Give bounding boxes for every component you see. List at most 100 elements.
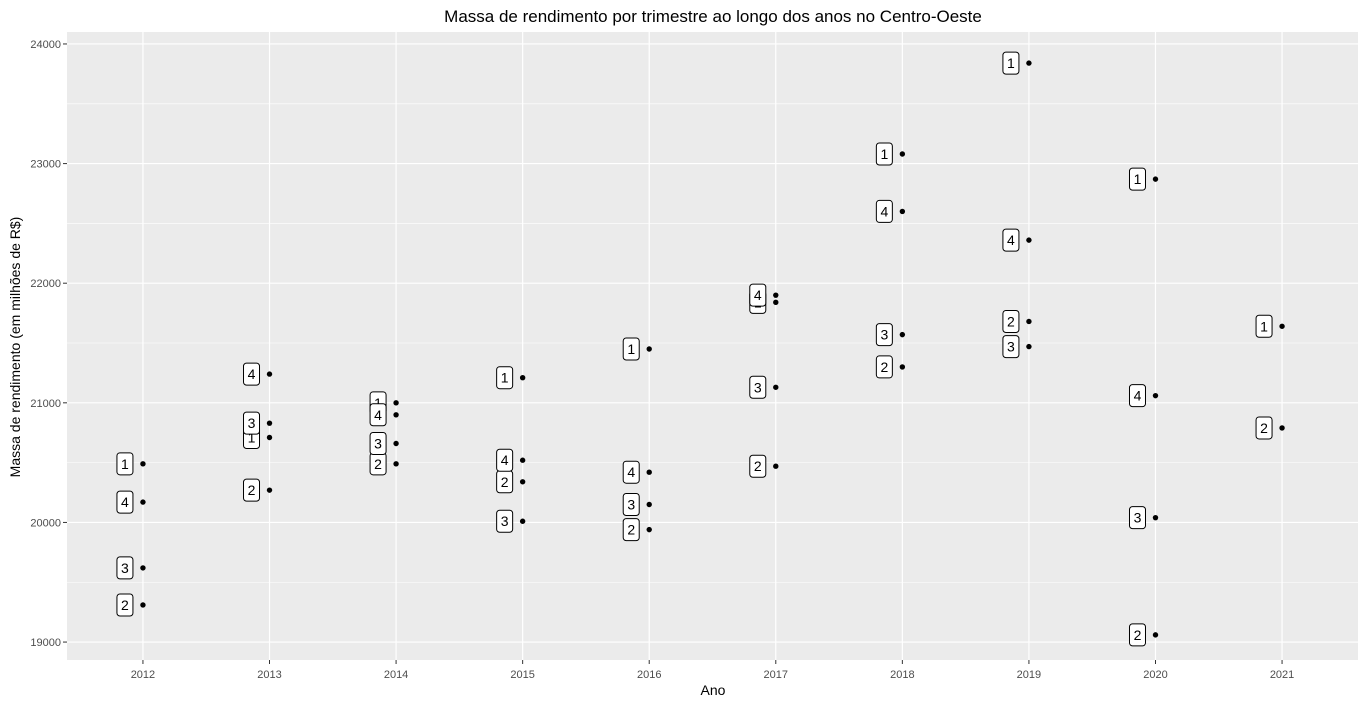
point-label-text: 1 (1007, 55, 1015, 71)
point-label-box (622, 492, 640, 516)
data-point (140, 565, 146, 571)
point-label-text: 1 (501, 370, 509, 386)
y-tick-label: 20000 (30, 517, 61, 529)
data-point (393, 400, 399, 406)
point-label-text: 2 (1260, 420, 1268, 436)
point-label-text: 4 (248, 366, 256, 382)
x-tick-label: 2019 (1017, 669, 1041, 681)
point-label-text: 2 (627, 522, 635, 538)
point-label: 4 (622, 460, 640, 484)
point-label: 1 (1128, 167, 1146, 191)
point-label: 1 (622, 337, 640, 361)
data-point (519, 457, 526, 463)
data-point (519, 479, 526, 485)
data-point (646, 526, 652, 533)
point-label: 3 (622, 492, 640, 516)
data-point (266, 371, 273, 377)
point-label-text: 4 (1007, 232, 1015, 248)
point-label-text: 2 (501, 474, 509, 490)
data-point (1026, 318, 1032, 325)
point-label-text: 2 (1134, 627, 1142, 643)
point-label: 2 (369, 452, 387, 476)
point-label-box (243, 411, 261, 435)
data-point (899, 331, 906, 338)
x-tick-label: 2015 (510, 669, 534, 681)
point-label-text: 4 (880, 203, 888, 219)
point-label-box (1128, 167, 1146, 191)
data-point (1279, 425, 1285, 431)
point-label-text: 1 (1134, 171, 1142, 187)
point-label: 1 (1255, 314, 1273, 338)
point-label-text: 3 (374, 435, 382, 451)
x-tick-label: 2018 (890, 669, 914, 681)
point-label-box (875, 142, 893, 166)
point-label: 3 (496, 509, 514, 533)
point-label-box (1255, 416, 1273, 440)
point-label-text: 3 (880, 327, 888, 343)
point-label-box (369, 403, 387, 427)
point-label-box (1128, 506, 1146, 530)
point-label-box (622, 337, 640, 361)
point-label: 2 (496, 470, 514, 494)
point-label: 4 (749, 283, 767, 307)
point-label-box (1002, 51, 1020, 75)
x-axis: 2012 2013 2014 2015 2016 2017 2018 2019 2020 2021 (131, 660, 1294, 681)
data-point (1152, 632, 1159, 638)
y-tick-label: 22000 (30, 278, 61, 290)
x-tick-label: 2016 (637, 669, 661, 681)
point-label: 2 (1255, 416, 1273, 440)
x-tick-label: 2014 (384, 669, 408, 681)
y-tick-label: 24000 (30, 39, 61, 51)
point-label-text: 4 (1134, 388, 1142, 404)
y-tick-label: 19000 (30, 637, 61, 649)
point-label-text: 4 (754, 287, 762, 303)
point-label: 4 (369, 403, 387, 427)
point-label: 2 (749, 454, 767, 478)
data-point (140, 602, 146, 608)
point-label: 3 (875, 323, 893, 347)
data-point (393, 440, 399, 447)
point-label-text: 3 (1134, 510, 1142, 526)
data-point (1152, 176, 1159, 182)
point-label-box (496, 366, 514, 390)
point-label-box (243, 362, 261, 386)
point-label-box (1255, 314, 1273, 338)
x-tick-label: 2020 (1143, 669, 1167, 681)
point-label: 1 (496, 366, 514, 390)
point-label: 1 (116, 452, 134, 476)
point-label-text: 3 (501, 513, 509, 529)
point-label-text: 4 (374, 407, 382, 423)
point-label-text: 1 (374, 395, 382, 411)
minor-gridlines (67, 103, 1358, 583)
point-label-text: 2 (248, 482, 256, 498)
chart-title: Massa de rendimento por trimestre ao lon… (444, 7, 982, 26)
data-point (266, 487, 273, 493)
data-point (773, 292, 779, 298)
point-label-text: 2 (121, 597, 129, 613)
point-label-text: 1 (248, 430, 256, 446)
point-label-box (243, 478, 261, 502)
point-label: 2 (1002, 309, 1020, 333)
data-point (646, 501, 652, 508)
point-label-box (496, 448, 514, 472)
point-label-box (875, 355, 893, 379)
data-point (646, 346, 652, 352)
y-axis-title: Massa de rendimento (em milhões de R$) (7, 217, 23, 478)
point-label: 4 (496, 448, 514, 472)
point-label-text: 3 (248, 415, 256, 431)
data-point (266, 420, 273, 426)
data-point (1152, 514, 1159, 521)
data-point (1026, 343, 1032, 350)
point-label-box (1128, 384, 1146, 408)
data-point (1279, 323, 1285, 329)
point-label-box (1002, 335, 1020, 359)
data-point (773, 384, 779, 390)
data-point (140, 461, 146, 467)
point-label-text: 1 (121, 456, 129, 472)
point-label-box (116, 556, 134, 580)
point-label-box (116, 452, 134, 476)
data-point (1026, 60, 1032, 66)
data-point (773, 299, 779, 306)
point-label-box (1002, 228, 1020, 252)
